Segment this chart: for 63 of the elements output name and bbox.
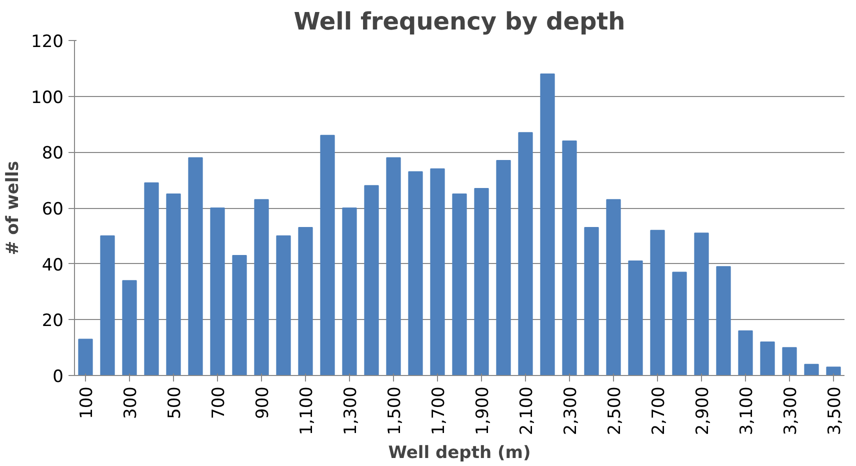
bar <box>320 134 335 376</box>
x-axis-title: Well depth (m) <box>388 443 531 464</box>
x-tick-label: 1,500 <box>385 386 405 436</box>
x-tick-label: 1,100 <box>297 386 317 436</box>
bar <box>826 366 841 376</box>
bar <box>210 208 225 376</box>
bar <box>122 280 137 376</box>
x-tick-label: 500 <box>165 386 185 419</box>
bar <box>694 232 709 376</box>
bar <box>342 208 357 376</box>
bar <box>628 260 643 376</box>
bar <box>672 272 687 376</box>
x-tick-label: 2,300 <box>561 386 581 436</box>
x-tick-label: 100 <box>77 386 97 419</box>
bar <box>254 199 269 376</box>
bar <box>782 347 797 376</box>
y-tick-label: 20 <box>42 311 64 332</box>
bar <box>496 160 511 376</box>
y-tick-label: 60 <box>42 200 64 220</box>
x-tick-label: 3,100 <box>737 386 757 436</box>
x-tick-label: 1,900 <box>473 386 493 436</box>
bar <box>364 185 379 376</box>
bar <box>606 199 621 376</box>
bar <box>408 171 423 376</box>
bar <box>650 230 665 376</box>
bar <box>584 227 599 376</box>
bar <box>276 235 291 376</box>
bar <box>562 140 577 376</box>
x-tick-label: 2,100 <box>517 386 537 436</box>
bar <box>518 132 533 376</box>
bar <box>716 266 731 376</box>
y-tick-label: 0 <box>52 367 64 387</box>
x-tick-label: 2,900 <box>693 386 713 436</box>
bar <box>144 182 159 376</box>
bar <box>760 342 775 376</box>
x-tick-label: 2,500 <box>605 386 625 436</box>
y-tick-label: 120 <box>31 32 64 52</box>
bar <box>232 254 247 376</box>
x-tick-label: 3,500 <box>825 386 845 436</box>
bar <box>298 227 313 376</box>
x-tick-label: 900 <box>253 386 273 419</box>
bar <box>540 74 555 376</box>
y-axis-title: # of wells <box>3 160 24 256</box>
bar <box>738 330 753 376</box>
x-tick-label: 700 <box>209 386 229 419</box>
chart-title: Well frequency by depth <box>294 8 626 36</box>
x-tick-label: 1,700 <box>429 386 449 436</box>
bar <box>188 157 203 376</box>
bar <box>474 188 489 376</box>
x-tick-label: 2,700 <box>649 386 669 436</box>
bar <box>166 194 181 376</box>
x-tick-label: 1,300 <box>341 386 361 436</box>
bar <box>804 364 819 376</box>
bar <box>452 194 467 376</box>
bar <box>100 235 115 376</box>
bar <box>78 338 93 376</box>
x-tick-label: 300 <box>121 386 141 419</box>
y-tick-label: 100 <box>31 88 64 108</box>
y-tick-label: 80 <box>42 144 64 164</box>
x-tick-label: 3,300 <box>781 386 801 436</box>
bar <box>430 168 445 376</box>
bar <box>386 157 401 376</box>
y-tick-label: 40 <box>42 255 64 276</box>
